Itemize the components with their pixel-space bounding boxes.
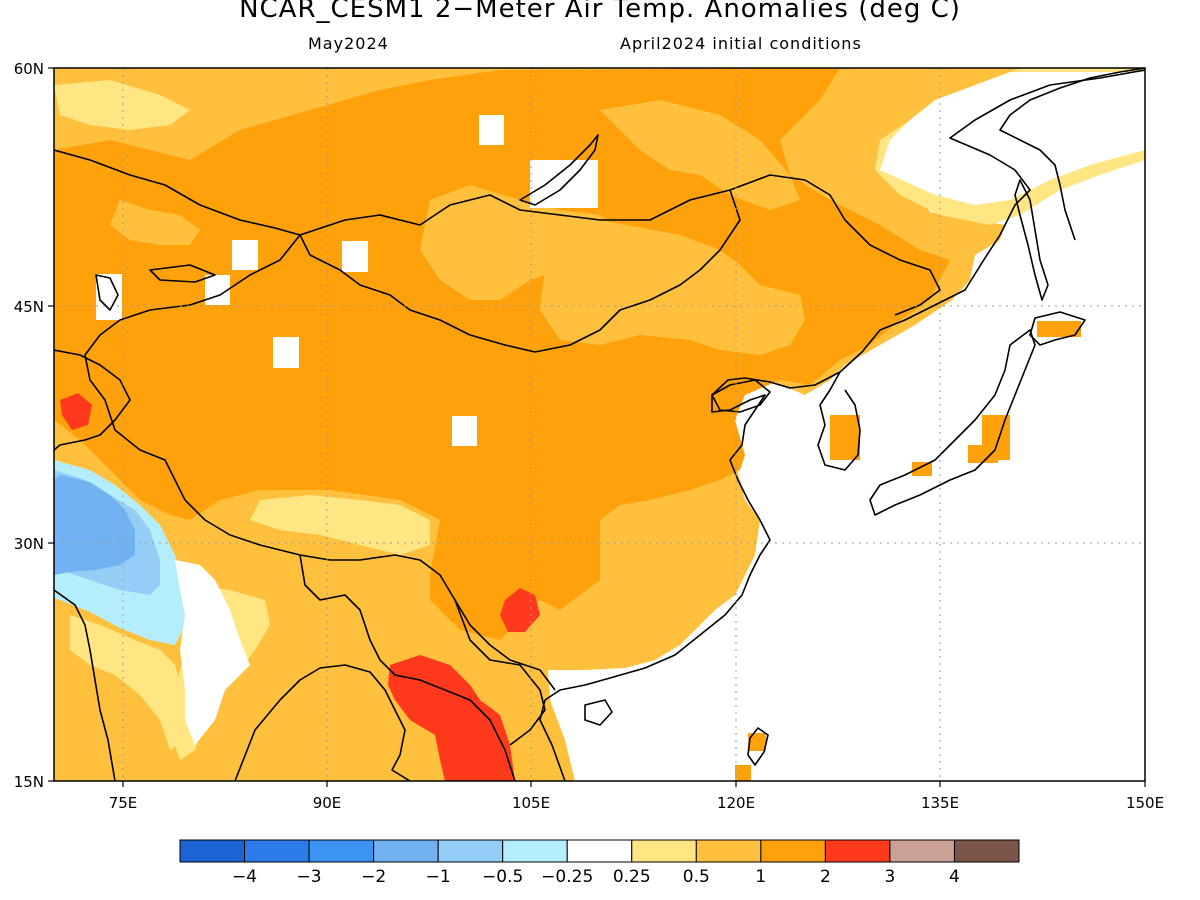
colorbar-swatch <box>631 839 697 863</box>
coastline-hainan <box>584 699 613 726</box>
colorbar-swatch <box>695 839 762 863</box>
lat-tick-label: 60N <box>14 60 44 78</box>
anomaly-region-0-25-to-0-5 <box>250 495 430 555</box>
coastline-india-west <box>54 589 116 781</box>
lon-tick-label: 90E <box>313 794 342 812</box>
colorbar-swatch <box>437 839 504 863</box>
colorbar-label: −4 <box>232 867 257 887</box>
colorbar-swatch <box>502 839 568 863</box>
coastline-korea <box>817 371 861 471</box>
coast-lake-baikal <box>519 134 599 206</box>
valid-month-label: May2024 <box>308 34 389 53</box>
lon-tick-label: 105E <box>512 794 550 812</box>
colorbar-swatch <box>953 839 1020 863</box>
colorbar-label: −3 <box>297 867 322 887</box>
anomaly-region-2-to-3 <box>500 588 540 632</box>
lon-tick-label: 75E <box>109 794 138 812</box>
border-china-russia-northeast <box>729 174 941 316</box>
colorbar-swatch <box>373 839 439 863</box>
coastline-japan-honshu <box>869 329 1036 516</box>
border-kazakhstan-russia <box>54 149 301 236</box>
colorbar-swatch <box>244 839 310 863</box>
anomaly-region-near-zero <box>880 72 1145 205</box>
colorbar-swatch <box>179 839 246 863</box>
lat-tick-label: 30N <box>14 535 44 553</box>
map-title: NCAR_CESM1 2−Meter Air Temp. Anomalies (… <box>239 0 961 24</box>
anomaly-region-minus-2-to-minus-1 <box>54 475 135 575</box>
colorbar-swatch <box>566 839 633 863</box>
anomaly-region-near-zero <box>175 560 250 745</box>
coastline-border-layer <box>54 68 1145 781</box>
colorbar-swatch <box>760 839 826 863</box>
coast-bohai <box>711 379 771 413</box>
anomaly-fill-layer <box>54 68 1145 781</box>
colorbar-label: 2 <box>820 867 831 887</box>
init-conditions-label: April2024 initial conditions <box>620 34 862 53</box>
map-frame <box>53 67 1146 782</box>
lon-tick-label: 135E <box>921 794 959 812</box>
coastline-hokkaido <box>1029 311 1086 346</box>
border-india-bangladesh-myanmar <box>299 554 516 781</box>
coastline-taiwan <box>747 727 769 766</box>
anomaly-region-0-5-to-1 <box>110 200 200 245</box>
colorbar-swatch <box>308 839 375 863</box>
anomaly-region-0-25-to-0-5 <box>70 615 185 750</box>
anomaly-region-2-to-3 <box>388 655 515 781</box>
colorbar-swatch <box>824 839 891 863</box>
anomaly-region-0-5-to-1 <box>420 185 620 300</box>
anomaly-region-0-25-to-0-5 <box>54 80 190 130</box>
border-china-west <box>84 234 301 501</box>
colorbar-label: −0.25 <box>541 867 593 887</box>
anomaly-region-1-to-2 <box>54 68 950 640</box>
colorbar: −4 −3 −2 −1 −0.5 −0.25 0.25 0.5 1 2 3 4 <box>179 839 1020 887</box>
border-central-asia <box>54 349 131 451</box>
coastline-sakhalin <box>1014 179 1049 301</box>
colorbar-swatch <box>889 839 955 863</box>
border-indochina <box>454 599 546 746</box>
colorbar-label: 1 <box>755 867 766 887</box>
coast-caspian-aral <box>95 274 119 311</box>
anomaly-region-2-to-3 <box>60 393 92 430</box>
coastline-east-asia <box>539 69 1145 781</box>
colorbar-label: −1 <box>426 867 451 887</box>
lat-tick-label: 15N <box>14 773 44 791</box>
border-china-mongolia <box>299 189 741 353</box>
colorbar-label: 3 <box>885 867 896 887</box>
colorbar-label: 0.5 <box>683 867 710 887</box>
axis-tick-marks <box>48 67 1146 787</box>
lon-tick-label: 120E <box>717 794 755 812</box>
border-himalaya-south <box>184 499 556 691</box>
colorbar-label: 0.25 <box>613 867 651 887</box>
coast-lake-balkhash <box>149 264 216 283</box>
missing-data-cells <box>96 115 598 446</box>
coastline-bay-of-bengal <box>234 664 411 781</box>
coastline-kamchatka-coast <box>999 68 1145 241</box>
lon-tick-label: 150E <box>1126 794 1164 812</box>
lat-tick-label: 45N <box>14 298 44 316</box>
colorbar-label: −0.5 <box>482 867 523 887</box>
colorbar-label: 4 <box>949 867 960 887</box>
anomaly-cells-1-to-2 <box>735 321 1081 781</box>
colorbar-label: −2 <box>361 867 386 887</box>
